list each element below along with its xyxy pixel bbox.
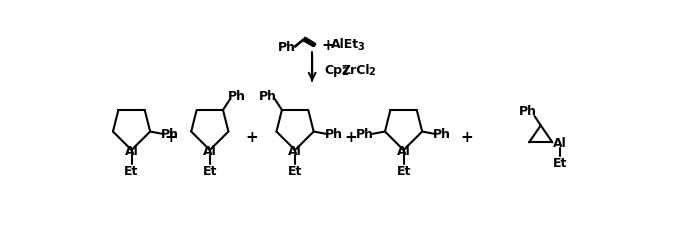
Text: +: + <box>345 130 357 145</box>
Text: Ph: Ph <box>356 128 374 141</box>
Text: +: + <box>461 130 473 145</box>
Text: Ph: Ph <box>433 128 452 141</box>
Text: Al: Al <box>397 144 410 157</box>
Text: 2: 2 <box>368 67 375 77</box>
Text: Et: Et <box>288 164 302 177</box>
Text: Et: Et <box>203 164 217 177</box>
Text: Et: Et <box>124 164 138 177</box>
Text: Ph: Ph <box>519 105 537 118</box>
Text: Al: Al <box>124 144 138 157</box>
Text: 3: 3 <box>358 42 365 52</box>
Text: Ph: Ph <box>228 90 246 102</box>
Text: +: + <box>322 38 334 53</box>
Text: Ph: Ph <box>325 128 343 141</box>
Text: Ph: Ph <box>161 128 180 141</box>
Text: Cp: Cp <box>325 64 343 76</box>
Text: Ph: Ph <box>278 40 296 53</box>
Text: AlEt: AlEt <box>331 38 359 51</box>
Text: Al: Al <box>288 144 302 157</box>
Text: Al: Al <box>553 136 567 149</box>
Text: +: + <box>164 130 177 145</box>
Text: Al: Al <box>203 144 217 157</box>
Text: ZrCl: ZrCl <box>341 64 370 76</box>
Text: 2: 2 <box>341 67 347 77</box>
Text: Et: Et <box>396 164 411 177</box>
Text: +: + <box>245 130 258 145</box>
Text: Ph: Ph <box>259 90 277 102</box>
Text: Et: Et <box>553 156 568 169</box>
